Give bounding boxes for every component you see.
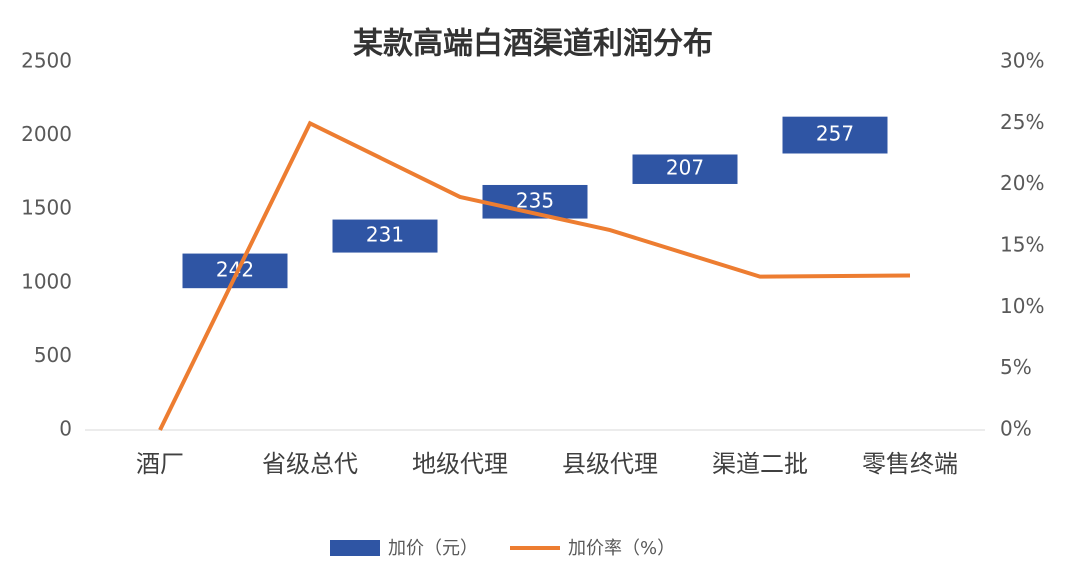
x-tick-label: 县级代理 — [562, 450, 658, 478]
bar — [181, 252, 289, 290]
y-tick-label: 2000 — [21, 122, 72, 146]
y-tick-label: 2500 — [21, 49, 72, 73]
legend-label: 加价率（%） — [568, 538, 675, 559]
x-tick-label: 酒厂 — [136, 450, 184, 478]
bar — [331, 218, 439, 254]
data-label: 257 — [816, 122, 854, 146]
y2-tick-label: 30% — [1000, 49, 1044, 73]
y2-tick-label: 10% — [1000, 294, 1044, 318]
y-tick-label: 1000 — [21, 269, 72, 293]
x-tick-label: 地级代理 — [412, 450, 508, 478]
y-tick-label: 0 — [59, 417, 72, 441]
chart-title: 某款高端白酒渠道利润分布 — [353, 27, 713, 62]
legend-label: 加价（元） — [388, 538, 478, 559]
y-tick-label: 500 — [34, 343, 72, 367]
legend-swatch — [330, 540, 380, 556]
y2-tick-label: 15% — [1000, 233, 1044, 257]
x-tick-label: 省级总代 — [262, 450, 358, 478]
y2-tick-label: 0% — [1000, 417, 1032, 441]
line-series — [158, 120, 911, 431]
y2-tick-label: 20% — [1000, 171, 1044, 195]
x-tick-label: 渠道二批 — [712, 450, 808, 478]
data-label: 207 — [666, 156, 704, 180]
y-tick-label: 1500 — [21, 196, 72, 220]
y2-tick-label: 25% — [1000, 110, 1044, 134]
y2-tick-label: 5% — [1000, 355, 1032, 379]
data-label: 231 — [366, 223, 404, 247]
x-tick-label: 零售终端 — [862, 450, 958, 478]
data-label: 235 — [516, 188, 554, 212]
bar — [631, 153, 739, 185]
bar — [781, 115, 889, 155]
